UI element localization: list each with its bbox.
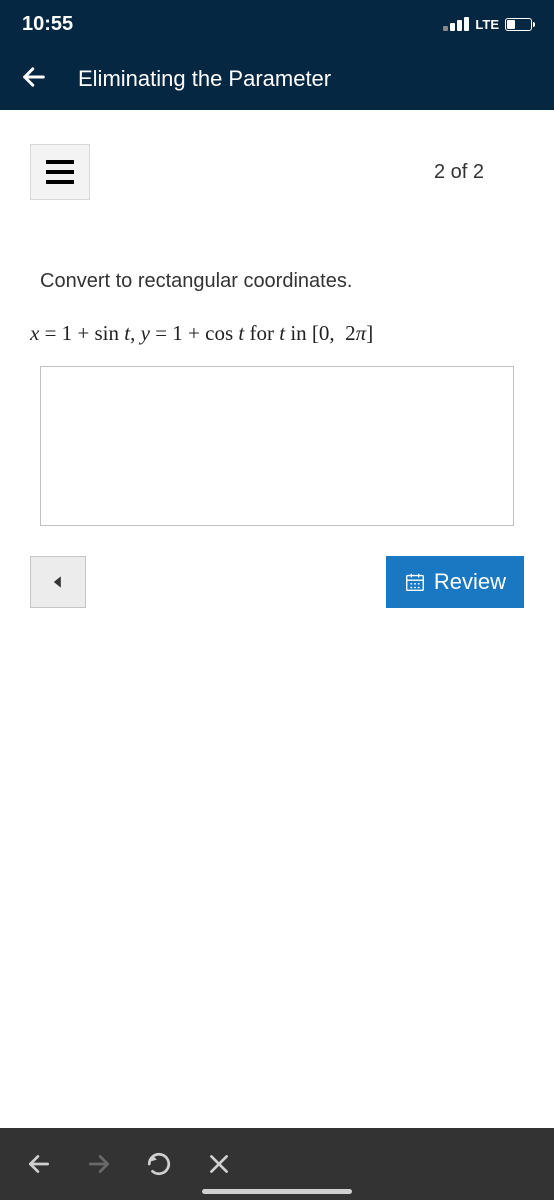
home-indicator bbox=[202, 1189, 352, 1194]
browser-back-button[interactable] bbox=[26, 1151, 52, 1177]
close-icon bbox=[206, 1151, 232, 1177]
network-label: LTE bbox=[475, 17, 499, 32]
arrow-left-icon bbox=[26, 1151, 52, 1177]
browser-forward-button[interactable] bbox=[86, 1151, 112, 1177]
battery-icon bbox=[505, 18, 532, 31]
page-title: Eliminating the Parameter bbox=[78, 66, 331, 92]
calendar-icon bbox=[404, 571, 426, 593]
close-button[interactable] bbox=[206, 1151, 232, 1177]
arrow-right-icon bbox=[86, 1151, 112, 1177]
menu-button[interactable] bbox=[30, 144, 90, 200]
signal-icon bbox=[443, 17, 469, 31]
arrow-left-icon bbox=[20, 63, 48, 91]
page-counter: 2 of 2 bbox=[434, 161, 524, 184]
review-label: Review bbox=[434, 569, 506, 595]
status-indicators: LTE bbox=[443, 17, 532, 32]
nav-header: Eliminating the Parameter bbox=[0, 48, 554, 110]
math-expression: x = 1 + sin t, y = 1 + cos t for t in [0… bbox=[0, 321, 554, 346]
question-prompt: Convert to rectangular coordinates. bbox=[0, 270, 554, 293]
back-button[interactable] bbox=[20, 63, 48, 96]
refresh-icon bbox=[146, 1151, 172, 1177]
content-area: 2 of 2 Convert to rectangular coordinate… bbox=[0, 110, 554, 608]
status-time: 10:55 bbox=[22, 13, 73, 36]
refresh-button[interactable] bbox=[146, 1151, 172, 1177]
triangle-left-icon bbox=[51, 575, 65, 589]
answer-input[interactable] bbox=[40, 366, 514, 526]
bottom-toolbar bbox=[0, 1128, 554, 1200]
review-button[interactable]: Review bbox=[386, 556, 524, 608]
status-bar: 10:55 LTE bbox=[0, 0, 554, 48]
previous-button[interactable] bbox=[30, 556, 86, 608]
